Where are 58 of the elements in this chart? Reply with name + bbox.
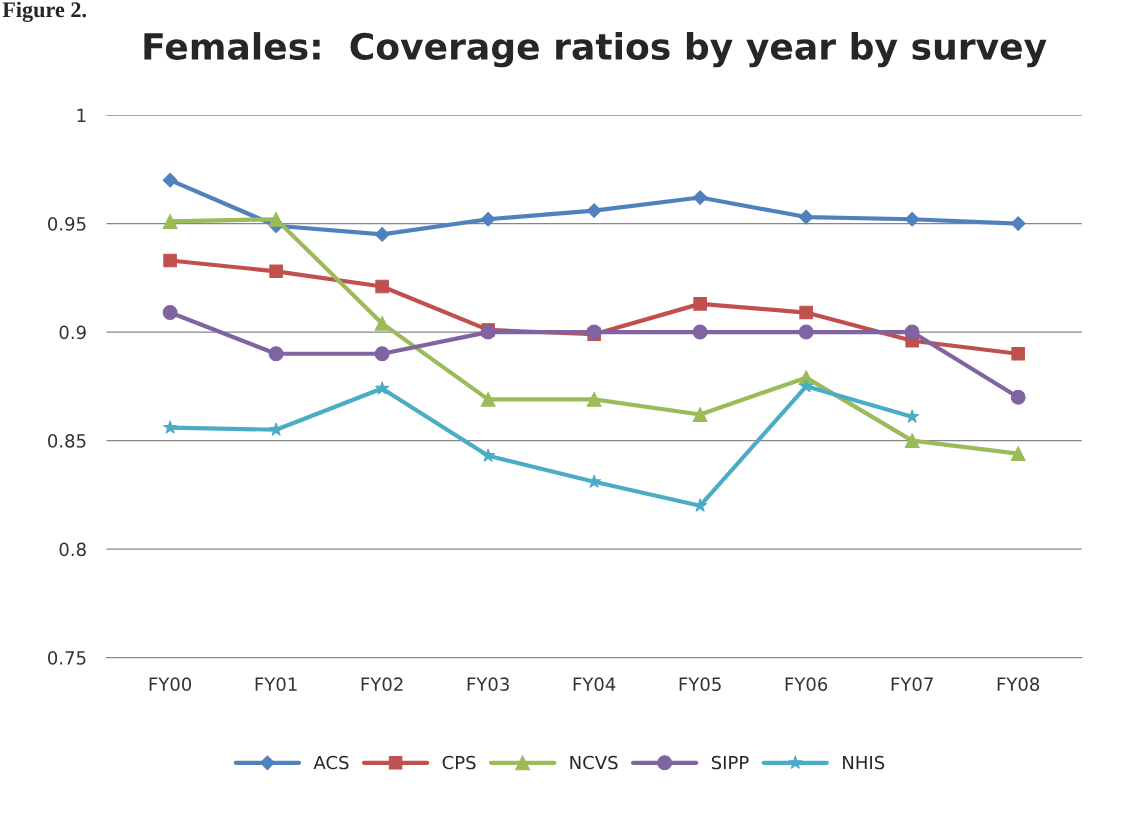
legend-label: NCVS: [570, 755, 618, 770]
x-tick-label: FY01: [255, 677, 297, 692]
legend-label: SIPP: [711, 755, 749, 770]
point: [693, 297, 707, 311]
point: [586, 203, 602, 218]
y-tick-label: 0.95: [48, 217, 86, 231]
point: [480, 211, 496, 227]
y-tick-label: 1: [77, 108, 86, 122]
legend-label: ACS: [313, 755, 349, 770]
point: [374, 346, 390, 362]
point: [798, 209, 814, 225]
point: [799, 305, 813, 320]
point: [163, 253, 177, 268]
point: [1010, 389, 1026, 405]
y-tick-label: 0.9: [59, 325, 86, 340]
x-tick-label: FY00: [149, 677, 192, 692]
point: [1011, 347, 1025, 361]
point: [480, 391, 496, 407]
y-tick-label: 0.75: [48, 651, 86, 665]
point: [692, 190, 708, 205]
x-tick-label: FY06: [785, 677, 828, 692]
point: [162, 305, 178, 321]
point: [904, 433, 920, 449]
y-tick-label: 0.8: [59, 542, 86, 557]
point: [162, 213, 178, 229]
x-tick-label: FY02: [361, 677, 403, 692]
point: [268, 346, 284, 362]
point: [904, 324, 920, 340]
point: [375, 279, 389, 294]
caption: Figure 2.: [2, 1, 87, 22]
point: [692, 407, 708, 423]
point: [269, 264, 283, 279]
point: [692, 324, 708, 340]
point: [1010, 446, 1026, 462]
y-tick-label: 0.85: [48, 434, 86, 448]
point: [904, 211, 920, 227]
x-tick-label: FY07: [891, 677, 933, 692]
point: [905, 409, 920, 423]
point: [374, 381, 390, 395]
x-tick-label: FY05: [679, 677, 721, 692]
x-tick-label: FY08: [997, 677, 1040, 692]
point: [481, 448, 496, 462]
point: [1010, 216, 1026, 231]
x-tick-label: FY03: [467, 677, 509, 692]
x-tick-label: FY04: [573, 677, 616, 692]
point: [268, 211, 284, 227]
point: [374, 227, 390, 242]
point: [586, 391, 602, 407]
point: [798, 324, 814, 340]
point: [587, 474, 602, 488]
point: [374, 315, 390, 331]
legend-label: NHIS: [843, 755, 885, 770]
point: [162, 420, 178, 434]
point: [693, 498, 708, 512]
legend-label: CPS: [442, 755, 476, 770]
point: [162, 172, 178, 188]
chart-title: Females: Coverage ratios by year by survey: [144, 32, 1047, 68]
point: [799, 378, 814, 393]
